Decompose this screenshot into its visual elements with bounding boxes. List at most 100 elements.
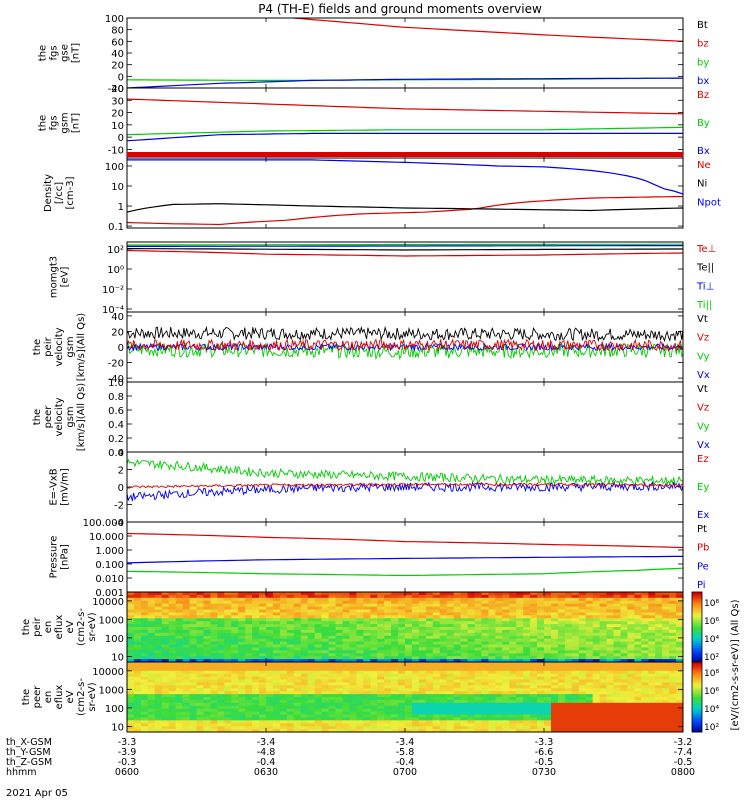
- colorbar-tick-label: 10⁶: [704, 687, 719, 697]
- y-tick-label: 20: [111, 109, 124, 120]
- y-tick-label: -20: [108, 359, 124, 370]
- orbit-row-label: th_Z-GSM: [6, 757, 52, 768]
- y-tick-label: -4: [114, 518, 124, 529]
- series-group: [127, 325, 683, 361]
- legend-label: Ey: [697, 482, 709, 493]
- y-axis-label: eV: [65, 620, 76, 633]
- y-tick-label: 10: [111, 722, 124, 733]
- series-line: [127, 555, 683, 564]
- panel-density: 100 10 1 0.1 Density [/cc] [cm-3] Ne Ni Npot: [43, 152, 721, 233]
- y-tick-label: 40: [111, 49, 124, 60]
- legend-label: Pe: [697, 561, 709, 572]
- y-axis-label: [nPa]: [60, 544, 71, 570]
- orbit-value: -4.8: [257, 747, 276, 758]
- y-tick-label: 10⁰: [107, 265, 124, 276]
- y-axis-label: [km/s](All Qs): [76, 313, 87, 381]
- y-axis-label: Density: [43, 174, 54, 212]
- y-tick-label: 0: [118, 133, 124, 144]
- y-tick-label: 0: [118, 72, 124, 83]
- series-group: [127, 98, 683, 142]
- date-label: 2021 Apr 05: [6, 788, 68, 799]
- y-tick-label: 40: [111, 84, 124, 95]
- legend-label: Ne: [697, 160, 711, 171]
- y-tick-label: -2: [114, 501, 124, 512]
- y-tick-label: 100: [105, 14, 124, 25]
- legend-label: Vy: [697, 421, 710, 432]
- legend-label: By: [697, 118, 710, 129]
- orbit-row-label: th_Y-GSM: [6, 747, 51, 758]
- legend-label: Bz: [697, 90, 709, 101]
- series-line: [127, 341, 683, 361]
- y-axis-label: gsm: [65, 406, 76, 427]
- orbit-row-label: th_X-GSM: [6, 737, 52, 748]
- y-tick-label: 20: [111, 327, 124, 338]
- panel-peer_velocity: 1.0 0.8 0.6 0.4 0.2 0.0 the peer velocity gsm [km/…: [32, 378, 710, 459]
- y-tick-label: 10000: [92, 667, 124, 678]
- y-tick-label: 1000: [99, 615, 124, 626]
- time-axis-labels: th_X-GSM -3.3 -3.4 -3.4 -3.3 -3.2 th_Y-GSM -3.9…: [6, 737, 695, 778]
- y-tick-label: 10.000: [89, 532, 124, 543]
- panel-peir_spectrogram: 10⁸ 10⁶ 10⁴ 10² 10000 1000 100 10 the peir en eflux…: [21, 591, 719, 663]
- y-axis-label: [eV]: [60, 267, 71, 288]
- y-tick-label: 0.100: [95, 560, 124, 571]
- y-tick-label: 10²: [107, 245, 124, 256]
- y-tick-label: 1000: [99, 685, 124, 696]
- orbit-value: -0.5: [535, 757, 554, 768]
- y-axis-label: sr-eV): [87, 612, 98, 641]
- y-axis-label: (cm2-s-: [76, 678, 87, 716]
- y-axis-label: [/cc]: [54, 182, 65, 204]
- y-tick-label: 80: [111, 26, 124, 37]
- series-line: [127, 159, 683, 195]
- series-line: [127, 132, 683, 142]
- y-tick-label: 10⁻²: [102, 285, 124, 296]
- y-tick-label: 0.4: [108, 420, 124, 431]
- y-axis-label: gsm: [60, 112, 71, 133]
- orbit-value: -0.4: [257, 757, 276, 768]
- series-group: [127, 458, 683, 502]
- series-line: [127, 458, 683, 486]
- y-tick-label: 0.1: [108, 222, 124, 233]
- panel-frame: [126, 87, 684, 159]
- legend-label: bz: [697, 39, 709, 50]
- series-line: [127, 126, 683, 136]
- y-axis-label: [nT]: [71, 43, 82, 63]
- colorbar-tick-label: 10⁴: [704, 705, 719, 715]
- y-tick-label: 0.6: [108, 406, 124, 417]
- series-line: [127, 249, 683, 257]
- figure-title: P4 (TH-E) fields and ground moments over…: [258, 2, 542, 16]
- legend-label: Te||: [696, 263, 714, 274]
- y-tick-label: 1.0: [108, 378, 124, 389]
- y-axis-label: (cm2-s-: [76, 608, 87, 646]
- series-line: [127, 567, 683, 577]
- colorbar-tick-label: 10⁸: [704, 669, 719, 679]
- legend-label: Vz: [697, 333, 709, 344]
- panel-frame: [126, 17, 684, 89]
- orbit-row-label: hhmm: [6, 767, 37, 778]
- series-line: [127, 325, 683, 343]
- orbit-value: -0.5: [674, 757, 693, 768]
- y-tick-label: 0.0: [108, 448, 124, 459]
- y-axis-label: the: [38, 115, 49, 131]
- y-tick-label: 0.001: [95, 588, 124, 599]
- legend-label: Te⊥: [696, 244, 716, 255]
- y-tick-label: 100: [105, 704, 124, 715]
- y-axis-label: [mV/m]: [60, 468, 71, 506]
- orbit-value: -0.3: [118, 757, 137, 768]
- legend-label: Vx: [697, 370, 710, 381]
- y-axis-label: peir: [43, 336, 54, 356]
- orbit-value: 0800: [671, 767, 695, 778]
- y-axis-label: velocity: [54, 397, 65, 436]
- orbit-value: 0630: [254, 767, 278, 778]
- panel-efield: 4 2 0 -2 -4 E=-VxB [mV/m] Ez Ey Ex: [49, 448, 710, 529]
- series-line: [286, 18, 683, 42]
- legend-label: Ni: [697, 179, 707, 190]
- legend-label: Pi: [697, 580, 706, 591]
- y-axis-label: the: [38, 45, 49, 61]
- y-tick-label: -10: [108, 145, 124, 156]
- series-line: [127, 203, 683, 213]
- panel-pressure: 100.000 10.000 1.000 0.100 0.010 0.001 Pressur…: [49, 518, 710, 599]
- legend-label: Pb: [697, 543, 709, 554]
